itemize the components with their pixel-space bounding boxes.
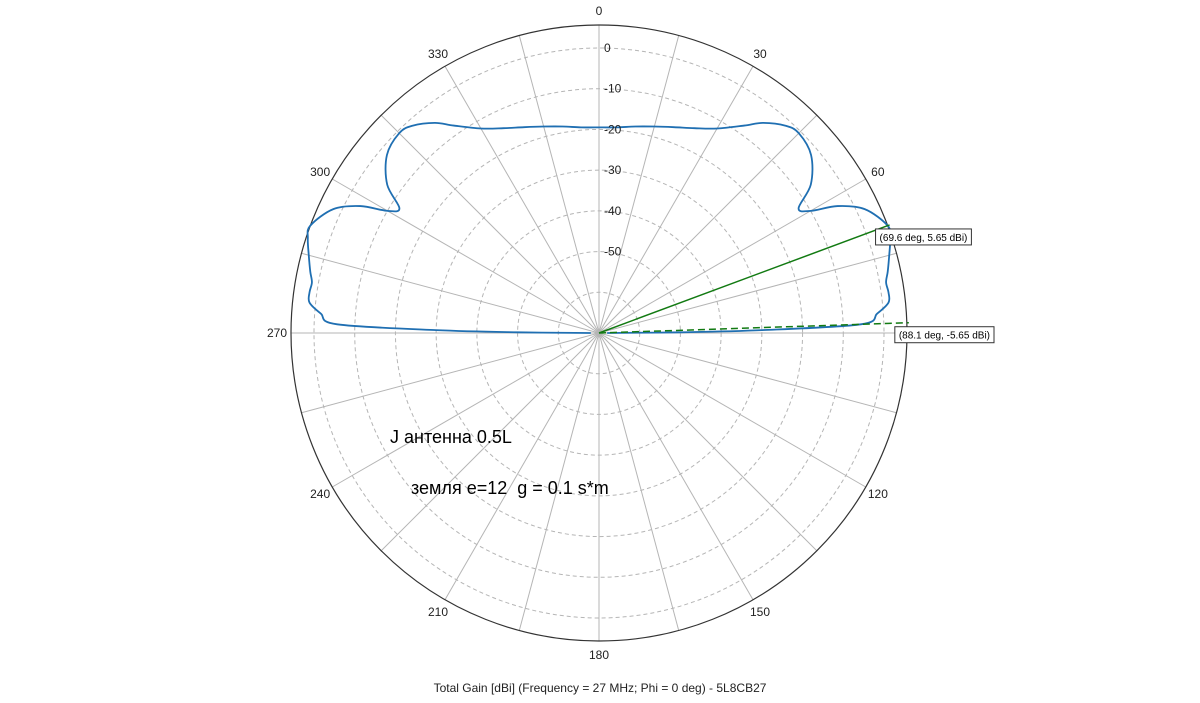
angle-tick-label: 0 xyxy=(596,4,603,18)
grid-ring xyxy=(476,210,722,456)
grid-spoke xyxy=(332,332,600,488)
annotations: J антенна 0.5L земля e=12 g = 0.1 s*m xyxy=(390,427,609,498)
chart-title: Total Gain [dBi] (Frequency = 27 MHz; Ph… xyxy=(433,681,767,695)
marker-label-1: (88.1 deg, -5.65 dBi) xyxy=(894,326,995,344)
grid-ring xyxy=(394,128,804,538)
radial-tick-label: -20 xyxy=(604,122,622,136)
angle-tick-label: 120 xyxy=(868,487,888,501)
grid-spoke xyxy=(301,332,600,414)
marker-label-text: (88.1 deg, -5.65 dBi) xyxy=(899,331,990,342)
angle-tick-label: 150 xyxy=(750,605,770,619)
grid-spoke xyxy=(598,332,680,631)
gain-curve-1 xyxy=(306,121,600,334)
angle-tick-label: 240 xyxy=(310,487,330,501)
grid-spoke xyxy=(444,332,600,600)
grid-spoke xyxy=(332,178,600,334)
angle-tick-label: 300 xyxy=(310,165,330,179)
marker-label-box xyxy=(894,326,995,344)
gain-curve-0 xyxy=(598,121,892,334)
grid-ring xyxy=(435,169,763,497)
angle-tick-label: 30 xyxy=(753,47,767,61)
grid-spoke xyxy=(380,332,600,552)
grid-spoke xyxy=(598,332,866,488)
grid-spoke xyxy=(598,332,754,600)
marker-line-0 xyxy=(598,224,890,334)
marker-label-box xyxy=(875,228,972,246)
grid-spoke xyxy=(598,66,754,334)
markers: (69.6 deg, 5.65 dBi) (88.1 deg, -5.65 dBi… xyxy=(598,224,995,344)
grid-spoke xyxy=(598,332,818,552)
grid-spoke xyxy=(598,35,680,334)
annotation-ground: земля e=12 g = 0.1 s*m xyxy=(411,478,609,498)
gain-pattern xyxy=(306,121,892,334)
radial-tick-label: -50 xyxy=(604,245,622,259)
radial-tick-label: -40 xyxy=(604,204,622,218)
annotation-antenna: J антенна 0.5L xyxy=(390,427,512,447)
tick-labels: 0 30 60 120 150 180 210 240 270 300 330 0 -10 -20 -30 -… xyxy=(267,4,888,662)
grid-spoke xyxy=(598,178,866,334)
grid-spoke xyxy=(444,66,600,334)
angle-tick-label: 270 xyxy=(267,326,287,340)
marker-line-1 xyxy=(598,321,909,334)
angle-tick-label: 180 xyxy=(589,648,609,662)
grid-spoke xyxy=(301,252,600,334)
radial-tick-label: -30 xyxy=(604,163,622,177)
grid-spoke xyxy=(598,332,897,414)
grid-spoke xyxy=(518,332,600,631)
marker-label-0: (69.6 deg, 5.65 dBi) xyxy=(875,228,972,246)
radial-tick-label: 0 xyxy=(604,41,611,55)
angle-tick-label: 60 xyxy=(871,165,885,179)
grid-spoke xyxy=(380,114,600,334)
grid-spoke xyxy=(598,114,818,334)
grid-ring xyxy=(313,47,885,619)
angle-tick-label: 210 xyxy=(428,605,448,619)
radial-tick-label: -10 xyxy=(604,82,622,96)
grid-spoke xyxy=(598,252,897,334)
grid-ring xyxy=(354,88,844,578)
angle-tick-label: 330 xyxy=(428,47,448,61)
marker-label-text: (69.6 deg, 5.65 dBi) xyxy=(880,233,968,244)
polar-plot: (69.6 deg, 5.65 dBi) (88.1 deg, -5.65 dBi… xyxy=(267,4,995,662)
grid-spoke xyxy=(518,35,600,334)
